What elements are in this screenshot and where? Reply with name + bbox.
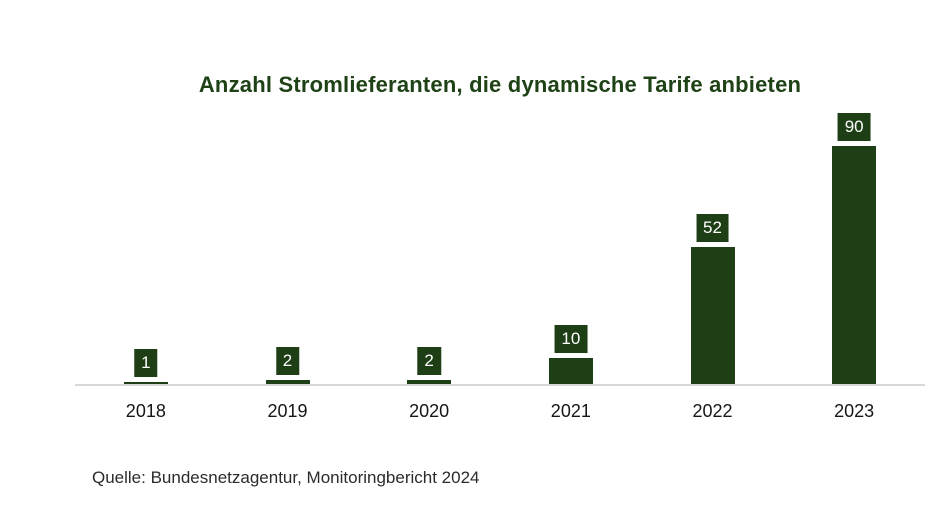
bar-value-label: 2 [275,347,300,375]
bar-value-label: 2 [417,347,441,375]
x-axis-line [75,384,925,386]
bar [832,146,877,385]
bar [690,247,735,385]
bar [265,380,310,385]
x-tick-label: 2020 [409,401,450,421]
bar-value-label: 10 [554,325,588,353]
bar [407,380,452,385]
chart-title: Anzahl Stromlieferanten, die dynamische … [198,72,802,97]
bar [548,358,593,385]
x-tick-label: 2023 [834,401,875,421]
bar-value-label: 52 [696,214,729,242]
x-tick-label: 2021 [550,401,591,421]
bar [123,382,168,385]
plot-area: 1 2018 2 2019 2 2020 10 2021 52 2022 90 2023 [75,0,925,421]
x-tick-label: 2022 [692,401,733,421]
x-tick-label: 2018 [125,401,166,421]
x-tick-label: 2019 [267,401,308,421]
bar-value-label: 90 [837,113,871,141]
source-note: Quelle: Bundesnetzagentur, Monitoringber… [92,468,480,487]
bar-value-label: 1 [134,349,158,377]
